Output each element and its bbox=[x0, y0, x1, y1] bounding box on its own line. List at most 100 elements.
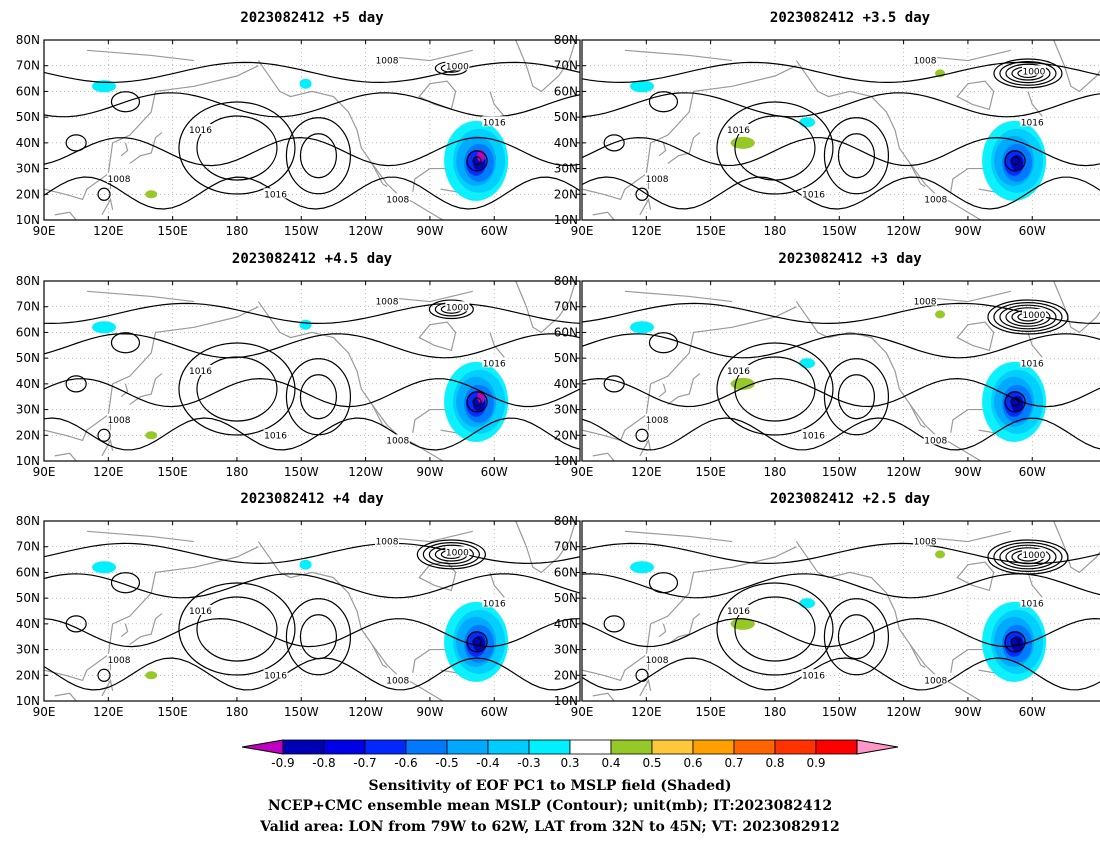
shading-negative bbox=[1011, 154, 1024, 171]
map-area: 1016 1016 1008 1008 1008 1016 1000 bbox=[582, 521, 1100, 701]
contour-label-bg bbox=[801, 188, 826, 199]
x-tick-label: 120W bbox=[348, 705, 383, 719]
contour-ring bbox=[1010, 156, 1020, 166]
contour-ring-low bbox=[993, 302, 1063, 332]
contour-ring bbox=[110, 572, 141, 594]
contour-label-bg bbox=[188, 365, 213, 375]
contour-ring bbox=[65, 615, 87, 633]
y-tick-label: 50N bbox=[16, 591, 40, 605]
contour-label: 1016 bbox=[264, 431, 287, 441]
colorbar-swatch bbox=[528, 739, 571, 755]
contour-label: 1016 bbox=[802, 431, 825, 441]
y-tick-label: 50N bbox=[16, 351, 40, 365]
contour-ring bbox=[635, 668, 649, 682]
contour-label-bg bbox=[263, 429, 288, 440]
contour-label-bg bbox=[1021, 65, 1046, 76]
x-tick-label: 150W bbox=[284, 465, 319, 479]
colorbar-swatch bbox=[323, 739, 366, 755]
map-panel-1: 2023082412 +5 day10161016100810081008101… bbox=[16, 10, 581, 238]
colorbar-end-right bbox=[856, 739, 899, 755]
coastline bbox=[667, 613, 701, 645]
colorbar-swatch bbox=[569, 739, 612, 755]
contour-ring bbox=[299, 614, 338, 660]
shading-patch bbox=[145, 431, 158, 440]
contour-ring bbox=[1010, 637, 1020, 647]
contour-ring bbox=[823, 117, 890, 195]
x-tick-label: 180 bbox=[226, 224, 249, 238]
coastline bbox=[624, 290, 733, 303]
contour-label-bg bbox=[482, 357, 507, 368]
coastline bbox=[120, 142, 129, 157]
colorbar-label: 0.4 bbox=[601, 756, 620, 770]
coastline bbox=[592, 692, 615, 701]
contour-label: 1000 bbox=[446, 62, 469, 72]
contour-ring bbox=[196, 115, 278, 181]
shading-negative bbox=[1011, 635, 1024, 652]
colorbar-label: -0.3 bbox=[517, 756, 540, 770]
coastline bbox=[639, 438, 652, 457]
contour-label-bg bbox=[385, 674, 410, 685]
colorbar-swatch bbox=[692, 739, 735, 755]
colorbar-label: 0.5 bbox=[642, 756, 661, 770]
contour-ring-low bbox=[1005, 63, 1051, 84]
contour-label: 1016 bbox=[483, 599, 506, 609]
contour-line bbox=[582, 176, 1100, 210]
y-tick-label: 20N bbox=[554, 187, 578, 201]
map-panel-2: 2023082412 +3.5 day101610161008100810081… bbox=[554, 10, 1100, 238]
colorbar-label: 0.8 bbox=[765, 756, 784, 770]
contour-line bbox=[44, 333, 580, 359]
panel-title: 2023082412 +2.5 day bbox=[770, 491, 931, 507]
coastline bbox=[624, 49, 733, 62]
contour-ring-low bbox=[993, 542, 1063, 572]
x-tick-label: 180 bbox=[226, 705, 249, 719]
shading-patch bbox=[145, 671, 158, 680]
coastline bbox=[658, 142, 667, 157]
x-tick-label: 60W bbox=[481, 465, 508, 479]
y-tick-label: 60N bbox=[554, 84, 578, 98]
contour-ring bbox=[178, 342, 296, 436]
contour-ring bbox=[716, 342, 834, 436]
colorbar-label: -0.8 bbox=[312, 756, 335, 770]
contour-ring bbox=[648, 91, 679, 113]
contour-ring bbox=[285, 358, 352, 436]
coastline bbox=[54, 692, 77, 701]
contour-ring-low bbox=[416, 539, 486, 570]
contour-label: 1016 bbox=[802, 190, 825, 200]
x-tick-label: 150E bbox=[695, 224, 726, 238]
x-tick-label: 120W bbox=[886, 465, 921, 479]
y-tick-label: 60N bbox=[554, 325, 578, 339]
contour-label-bg bbox=[923, 193, 948, 204]
y-tick-label: 70N bbox=[16, 300, 40, 314]
contour-label-bg bbox=[188, 124, 213, 134]
coastline bbox=[515, 521, 577, 574]
coastline bbox=[54, 211, 77, 220]
x-tick-label: 90W bbox=[416, 705, 443, 719]
contour-label: 1008 bbox=[646, 656, 669, 666]
map-area: 1016 1016 1008 1008 1008 1016 1000 bbox=[582, 281, 1100, 461]
contour-label: 1016 bbox=[189, 607, 212, 617]
coastline bbox=[101, 678, 114, 697]
caption-line-2: NCEP+CMC ensemble mean MSLP (Contour); u… bbox=[268, 798, 832, 814]
x-tick-label: 150E bbox=[695, 705, 726, 719]
contour-ring bbox=[603, 375, 625, 393]
contour-label-bg bbox=[801, 429, 826, 440]
contour-label-bg bbox=[375, 295, 400, 306]
contour-ring bbox=[716, 101, 834, 195]
shading-negative bbox=[473, 635, 486, 652]
coastline bbox=[371, 163, 388, 188]
x-tick-label: 120E bbox=[93, 465, 124, 479]
coastline bbox=[515, 281, 577, 334]
contour-ring bbox=[299, 374, 338, 420]
contour-label: 1008 bbox=[924, 195, 947, 205]
coastline bbox=[582, 546, 797, 682]
contour-label-bg bbox=[801, 669, 826, 680]
x-tick-label: 150W bbox=[284, 705, 319, 719]
contour-ring-low bbox=[422, 542, 480, 567]
contour-ring bbox=[178, 101, 296, 195]
contour-ring bbox=[837, 374, 876, 420]
contour-line bbox=[582, 657, 1100, 691]
contour-label: 1016 bbox=[264, 190, 287, 200]
x-tick-label: 120E bbox=[631, 465, 662, 479]
colorbar-swatch bbox=[487, 739, 530, 755]
